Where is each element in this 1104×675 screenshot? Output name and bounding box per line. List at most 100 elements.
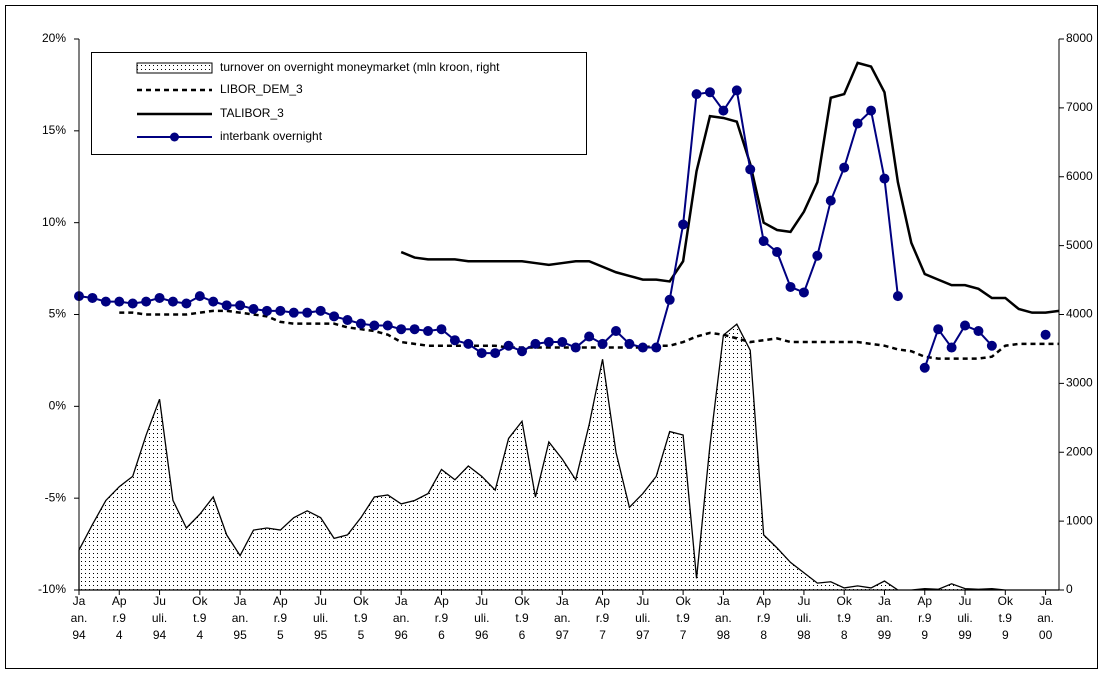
marker	[731, 85, 742, 96]
x-tick-label: 95	[233, 628, 247, 642]
marker	[369, 320, 380, 331]
x-tick-label: 4	[116, 628, 123, 642]
marker	[167, 296, 178, 307]
legend-label: TALIBOR_3	[220, 106, 284, 120]
x-tick-label: 94	[153, 628, 167, 642]
x-tick-label: 99	[958, 628, 972, 642]
marker	[543, 337, 554, 348]
x-tick-label: t.9	[354, 611, 368, 625]
x-tick-label: uli.	[957, 611, 972, 625]
marker	[221, 300, 232, 311]
marker	[288, 307, 299, 318]
marker	[919, 362, 930, 373]
y2-tick-label: 2000	[1066, 444, 1093, 458]
marker	[610, 326, 621, 337]
marker	[678, 219, 689, 230]
x-tick-label: 95	[314, 628, 328, 642]
axes: Jaan.94Apr.94Juuli.94Okt.94Jaan.95Apr.95…	[38, 31, 1093, 642]
x-tick-label: 4	[196, 628, 203, 642]
y2-tick-label: 1000	[1066, 513, 1093, 527]
line	[119, 309, 1059, 360]
marker	[302, 307, 313, 318]
x-tick-label: an.	[71, 611, 88, 625]
x-tick-label: 9	[1002, 628, 1009, 642]
y-tick-label: -10%	[38, 582, 66, 596]
x-tick-label: r.9	[757, 611, 771, 625]
marker	[879, 173, 890, 184]
marker	[597, 338, 608, 349]
marker	[517, 346, 528, 357]
legend-swatch	[136, 62, 213, 74]
marker	[704, 87, 715, 98]
marker	[355, 318, 366, 329]
x-tick-label: an.	[393, 611, 410, 625]
x-tick-label: 8	[760, 628, 767, 642]
marker	[637, 342, 648, 353]
x-tick-label: Ja	[395, 594, 408, 608]
x-tick-label: Ja	[878, 594, 891, 608]
marker	[114, 296, 125, 307]
marker	[745, 164, 756, 175]
y-tick-label: -5%	[45, 490, 67, 504]
x-tick-label: Ap	[595, 594, 610, 608]
x-tick-label: Ap	[917, 594, 932, 608]
marker	[933, 324, 944, 335]
x-tick-label: Ok	[514, 594, 530, 608]
marker	[490, 348, 501, 359]
marker	[235, 300, 246, 311]
x-tick-label: 6	[519, 628, 526, 642]
x-tick-label: t.9	[838, 611, 852, 625]
x-tick-label: Ok	[192, 594, 208, 608]
y2-tick-label: 6000	[1066, 169, 1093, 183]
marker	[409, 324, 420, 335]
x-tick-label: uli.	[635, 611, 650, 625]
marker	[141, 296, 152, 307]
y-tick-label: 15%	[42, 123, 66, 137]
marker	[758, 236, 769, 247]
x-tick-label: Ju	[475, 594, 488, 608]
marker	[960, 320, 971, 331]
x-tick-label: Ja	[73, 594, 86, 608]
x-tick-label: 6	[438, 628, 445, 642]
y-tick-label: 0%	[49, 399, 67, 413]
marker	[275, 305, 286, 316]
x-tick-label: an.	[232, 611, 249, 625]
legend-label: turnover on overnight moneymarket (mln k…	[220, 60, 500, 74]
x-tick-label: t.9	[515, 611, 529, 625]
marker	[530, 338, 541, 349]
marker	[248, 303, 259, 314]
marker	[866, 105, 877, 116]
x-tick-label: 00	[1039, 628, 1053, 642]
marker	[1040, 329, 1051, 340]
x-tick-label: 9	[921, 628, 928, 642]
marker	[476, 348, 487, 359]
marker	[261, 305, 272, 316]
x-tick-label: an.	[1037, 611, 1054, 625]
x-tick-label: uli.	[313, 611, 328, 625]
x-tick-label: r.9	[113, 611, 127, 625]
x-tick-label: 7	[599, 628, 606, 642]
line	[400, 61, 1060, 314]
marker	[986, 340, 997, 351]
x-tick-label: Ja	[717, 594, 730, 608]
legend-label: LIBOR_DEM_3	[220, 82, 303, 96]
x-tick-label: Ja	[234, 594, 247, 608]
x-tick-label: 5	[277, 628, 284, 642]
x-tick-label: Ja	[1039, 594, 1052, 608]
marker	[973, 326, 984, 337]
marker	[570, 342, 581, 353]
x-tick-label: 97	[636, 628, 650, 642]
y2-tick-label: 0	[1066, 582, 1073, 596]
x-tick-label: an.	[715, 611, 732, 625]
x-tick-label: r.9	[918, 611, 932, 625]
marker	[396, 324, 407, 335]
x-tick-label: Ja	[556, 594, 569, 608]
x-tick-label: t.9	[193, 611, 207, 625]
marker	[691, 89, 702, 100]
x-tick-label: 7	[680, 628, 687, 642]
marker	[463, 338, 474, 349]
marker	[664, 294, 675, 305]
x-tick-label: t.9	[676, 611, 690, 625]
marker	[839, 162, 850, 173]
